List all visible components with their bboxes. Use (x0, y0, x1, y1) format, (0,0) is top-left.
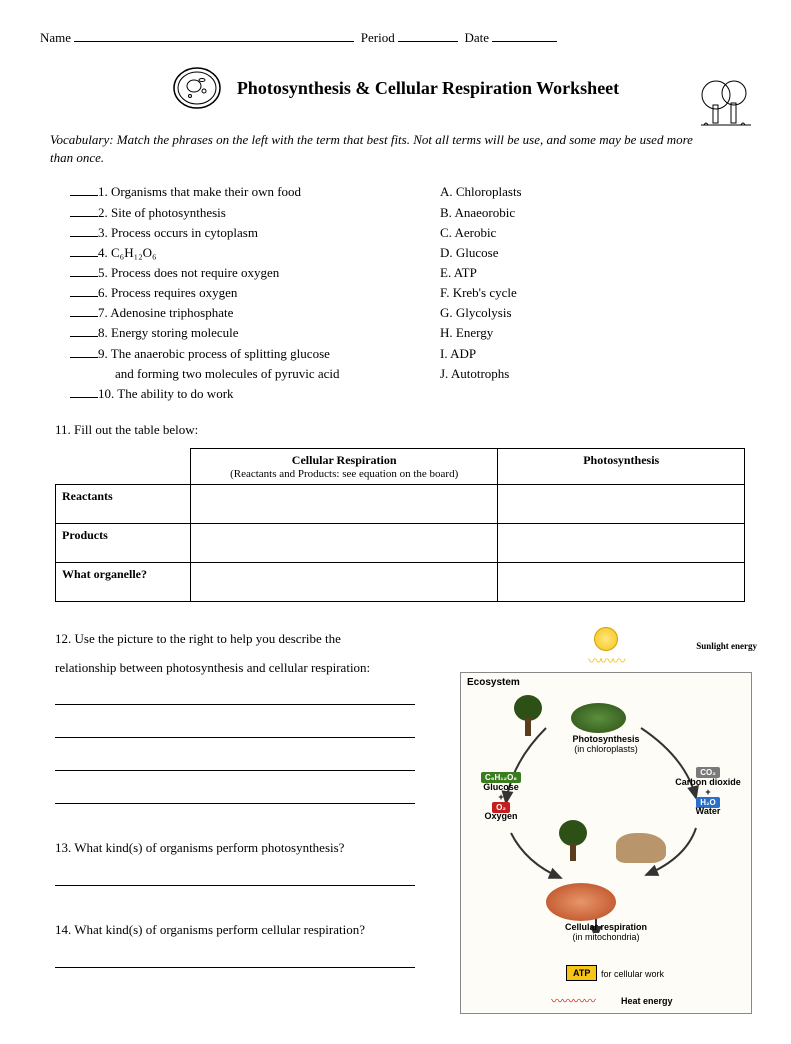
vocab-q2: 2. Site of photosynthesis (98, 205, 226, 220)
vocab-q5: 5. Process does not require oxygen (98, 265, 279, 280)
vocab-q9: 9. The anaerobic process of splitting gl… (98, 346, 330, 361)
heat-label: Heat energy (621, 997, 701, 1007)
tree-resp-icon (556, 818, 591, 863)
sun-rays-icon: 〰〰〰 (460, 651, 752, 671)
row-products: Products (56, 523, 191, 562)
blank-7[interactable] (70, 316, 98, 317)
sunlight-label: Sunlight energy (696, 642, 757, 651)
period-blank[interactable] (398, 41, 458, 42)
q12-blank-4[interactable] (55, 787, 415, 804)
chloroplast-icon (571, 703, 626, 733)
vocab-instructions: Vocabulary: Match the phrases on the lef… (40, 131, 751, 167)
q12-blank-3[interactable] (55, 754, 415, 771)
q14-text: 14. What kind(s) of organisms perform ce… (55, 918, 445, 943)
cell-r2c1[interactable] (190, 523, 497, 562)
cell-r2c2[interactable] (498, 523, 745, 562)
sun-area: 〰〰〰 (460, 627, 752, 677)
blank-2[interactable] (70, 216, 98, 217)
col-cellresp: Cellular Respiration (Reactants and Prod… (190, 448, 497, 484)
heat-waves-icon: 〰〰〰〰 (551, 992, 595, 1009)
term-a: A. Chloroplasts (440, 182, 640, 202)
col-photo: Photosynthesis (498, 448, 745, 484)
title-row: Photosynthesis & Cellular Respiration Wo… (40, 66, 751, 111)
term-b: B. Anaeorobic (440, 203, 640, 223)
term-g: G. Glycolysis (440, 303, 640, 323)
q14-blank[interactable] (55, 951, 415, 968)
term-i: I. ADP (440, 344, 640, 364)
date-blank[interactable] (492, 41, 557, 42)
vocab-columns: 1. Organisms that make their own food 2.… (40, 182, 751, 404)
cellresp-label: Cellular respiration(in mitochondria) (546, 923, 666, 943)
comparison-table: Cellular Respiration (Reactants and Prod… (55, 448, 745, 602)
term-c: C. Aerobic (440, 223, 640, 243)
name-label: Name (40, 30, 71, 45)
lower-section: 12. Use the picture to the right to help… (40, 627, 751, 1014)
blank-10[interactable] (70, 397, 98, 398)
blank-6[interactable] (70, 296, 98, 297)
questions-col: 12. Use the picture to the right to help… (40, 627, 445, 1014)
tree-photosyn-icon (511, 693, 546, 738)
term-d: D. Glucose (440, 243, 640, 263)
cell-r1c2[interactable] (498, 484, 745, 523)
blank-3[interactable] (70, 236, 98, 237)
blank-4[interactable] (70, 256, 98, 257)
term-h: H. Energy (440, 323, 640, 343)
vocab-right-col: A. Chloroplasts B. Anaeorobic C. Aerobic… (440, 182, 640, 404)
diagram-col: 〰〰〰 Sunlight energy Ecosystem (460, 627, 752, 1014)
co2-group: CO₂ Carbon dioxide + H₂O Water (673, 768, 743, 817)
vocab-q10: 10. The ability to do work (98, 386, 234, 401)
name-blank[interactable] (74, 41, 354, 42)
row-reactants: Reactants (56, 484, 191, 523)
mitochondria-icon (546, 883, 616, 921)
tree-icon (696, 75, 756, 130)
vocab-q1: 1. Organisms that make their own food (98, 184, 301, 199)
date-label: Date (465, 30, 490, 45)
glucose-group: C₆H₁₂O₆ Glucose + O₂ Oxygen (471, 773, 531, 822)
q12-blank-2[interactable] (55, 721, 415, 738)
header-fields: Name Period Date (40, 30, 751, 46)
vocab-q4: 4. C₆H₁₂O₆ (98, 245, 157, 260)
vocab-q3: 3. Process occurs in cytoplasm (98, 225, 258, 240)
vocab-q9-sub: and forming two molecules of pyruvic aci… (70, 364, 400, 384)
q11-text: 11. Fill out the table below: (40, 422, 751, 438)
animal-icon (616, 833, 666, 863)
vocab-q7: 7. Adenosine triphosphate (98, 305, 233, 320)
ecosystem-diagram: Ecosystem Photosynthesis(in chloroplasts… (460, 672, 752, 1014)
q13-text: 13. What kind(s) of organisms perform ph… (55, 836, 445, 861)
cell-r1c1[interactable] (190, 484, 497, 523)
q12-line1: 12. Use the picture to the right to help… (55, 627, 445, 652)
sun-icon (594, 627, 618, 651)
q12-line2: relationship between photosynthesis and … (55, 656, 445, 681)
vocab-q6: 6. Process requires oxygen (98, 285, 237, 300)
blank-8[interactable] (70, 336, 98, 337)
blank-1[interactable] (70, 195, 98, 196)
cell-r3c1[interactable] (190, 562, 497, 601)
row-organelle: What organelle? (56, 562, 191, 601)
term-f: F. Kreb's cycle (440, 283, 640, 303)
photosyn-label: Photosynthesis(in chloroplasts) (566, 735, 646, 755)
cell-r3c2[interactable] (498, 562, 745, 601)
cell-icon (172, 66, 222, 111)
term-j: J. Autotrophs (440, 364, 640, 384)
vocab-q8: 8. Energy storing molecule (98, 325, 239, 340)
q13-blank[interactable] (55, 869, 415, 886)
atp-box: ATP (566, 965, 597, 981)
period-label: Period (361, 30, 395, 45)
blank-5[interactable] (70, 276, 98, 277)
q12-blank-1[interactable] (55, 688, 415, 705)
term-e: E. ATP (440, 263, 640, 283)
blank-9[interactable] (70, 357, 98, 358)
vocab-left-col: 1. Organisms that make their own food 2.… (70, 182, 400, 404)
atp-label: for cellular work (601, 970, 691, 980)
page-title: Photosynthesis & Cellular Respiration Wo… (237, 78, 619, 99)
